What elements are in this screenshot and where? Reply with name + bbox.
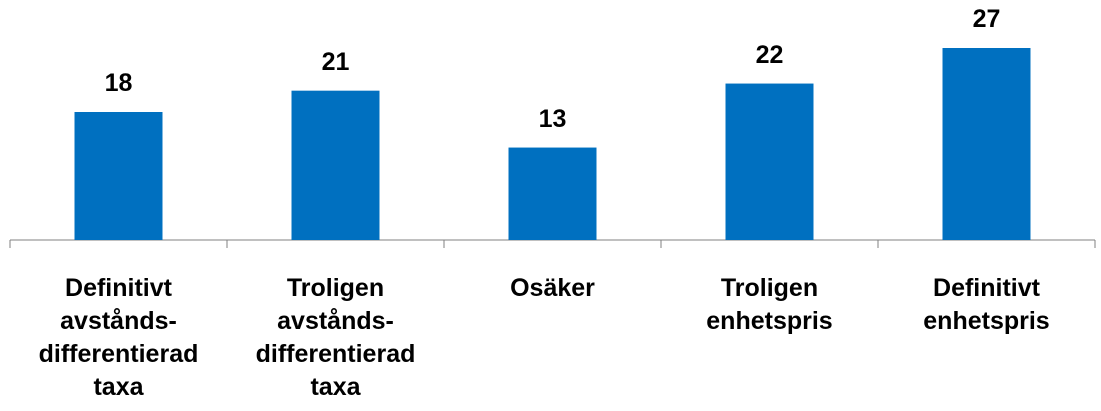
bar	[508, 147, 597, 240]
bar	[725, 83, 814, 240]
x-tick-label: Troligen avstånds-differentierad taxa	[255, 274, 416, 401]
value-label: 27	[972, 5, 1001, 33]
bar	[942, 48, 1031, 240]
x-tick-label: Definitivt avstånds-differentierad taxa	[38, 274, 199, 401]
bar	[291, 90, 380, 241]
value-label: 22	[755, 40, 784, 69]
x-tick-label: Osäker	[510, 274, 595, 302]
value-label: 13	[538, 104, 567, 133]
value-label: 21	[321, 47, 350, 76]
bar	[74, 112, 163, 240]
x-tick-label: Definitivt enhetspris	[923, 274, 1050, 335]
x-tick-label: Troligen enhetspris	[706, 274, 833, 335]
value-label: 18	[104, 69, 133, 97]
